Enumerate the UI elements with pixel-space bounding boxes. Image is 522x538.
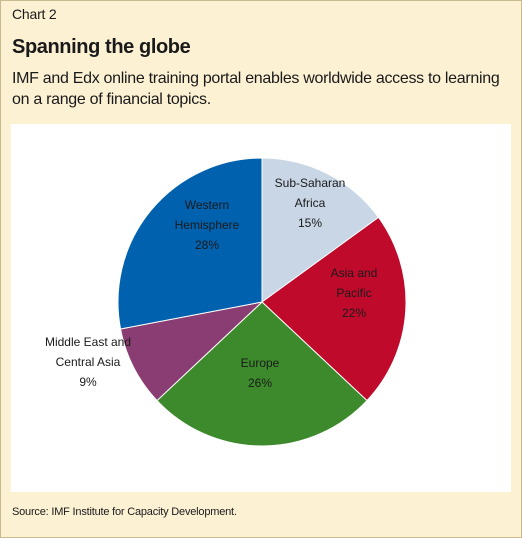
- slice-name-label: Central Asia: [56, 355, 121, 369]
- pie-slice: [117, 157, 263, 330]
- slice-name-label: Middle East and: [45, 335, 131, 349]
- slice-label: Asia and Pacific 22%: [331, 266, 378, 320]
- slice-label: Middle East and Central Asia 9%: [45, 335, 131, 389]
- pie-slice: [119, 301, 264, 402]
- slice-label: Western Hemisphere 28%: [175, 198, 240, 252]
- slice-name-label: Africa: [295, 196, 326, 210]
- chart-number-label: Chart 2: [12, 6, 57, 22]
- chart-subtitle: IMF and Edx online training portal enabl…: [12, 70, 500, 108]
- slice-value-label: 28%: [195, 238, 219, 252]
- slice-name-label: Sub-Saharan: [275, 176, 346, 190]
- slice-value-label: 9%: [79, 375, 97, 389]
- chart-title: Spanning the globe: [12, 36, 191, 58]
- pie-slice: [261, 157, 380, 303]
- slice-name-label: Europe: [241, 356, 280, 370]
- slice-value-label: 15%: [298, 216, 322, 230]
- slice-name-label: Pacific: [336, 286, 371, 300]
- pie-slice: [261, 216, 407, 402]
- pie-slice: [156, 301, 368, 447]
- slice-label: Sub-Saharan Africa 15%: [275, 176, 346, 230]
- slice-name-label: Western: [185, 198, 229, 212]
- slice-value-label: 26%: [248, 376, 272, 390]
- slice-name-label: Hemisphere: [175, 218, 240, 232]
- slice-label: Europe 26%: [241, 356, 280, 390]
- slice-name-label: Asia and: [331, 266, 378, 280]
- source-note: Source: IMF Institute for Capacity Devel…: [12, 506, 237, 518]
- slice-value-label: 22%: [342, 306, 366, 320]
